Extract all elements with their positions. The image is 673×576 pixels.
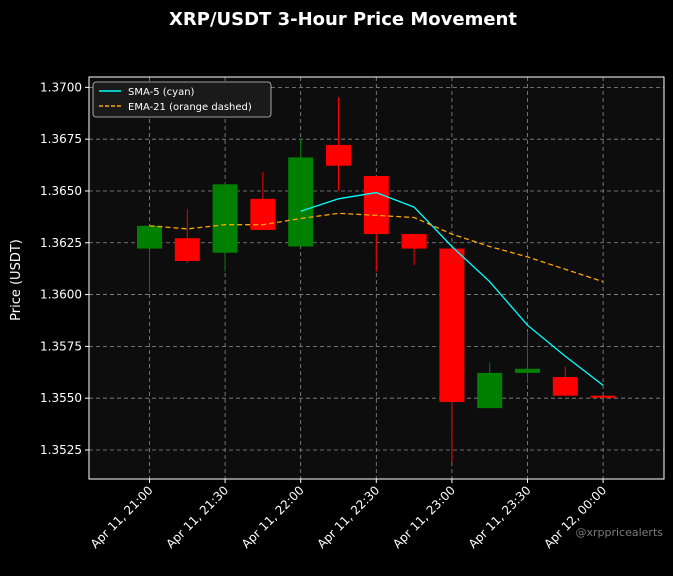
grid [89, 77, 664, 479]
ema-line [149, 212, 604, 283]
y-tick-label: 1.3675 [40, 132, 82, 146]
indicator-lines [149, 191, 604, 386]
candle-body [515, 368, 540, 373]
watermark: @xrppricealerts [575, 526, 663, 539]
y-tick-label: 1.3575 [40, 339, 82, 353]
legend: SMA-5 (cyan) EMA-21 (orange dashed) [92, 81, 272, 118]
candle-body [439, 248, 465, 402]
chart-title: XRP/USDT 3-Hour Price Movement [169, 9, 517, 30]
legend-box [92, 81, 272, 118]
legend-label-sma: SMA-5 (cyan) [128, 87, 195, 98]
sma-line [300, 191, 604, 386]
candle-body [590, 395, 616, 398]
candle-body [137, 225, 162, 249]
y-tick-label: 1.3550 [40, 391, 82, 405]
candle-body [174, 238, 200, 262]
y-tick-label: 1.3650 [40, 184, 82, 198]
y-axis-label: Price (USDT) [9, 239, 24, 321]
plot-background [89, 77, 664, 479]
candle-body [363, 176, 389, 235]
legend-label-ema: EMA-21 (orange dashed) [128, 102, 252, 113]
candle-body [326, 144, 351, 166]
candle-body [552, 377, 578, 396]
y-axis: 1.3525 1.3550 1.3575 1.3600 1.3625 1.3650 1.36… [40, 80, 89, 457]
y-tick-label: 1.3700 [40, 80, 82, 94]
candle-body [477, 372, 503, 409]
y-tick-label: 1.3600 [40, 288, 82, 302]
candle-body [401, 234, 427, 249]
y-tick-label: 1.3525 [40, 443, 82, 457]
candle-body [288, 157, 314, 247]
plot-area [88, 76, 665, 480]
candle-body [212, 184, 238, 253]
y-tick-label: 1.3625 [40, 236, 82, 250]
